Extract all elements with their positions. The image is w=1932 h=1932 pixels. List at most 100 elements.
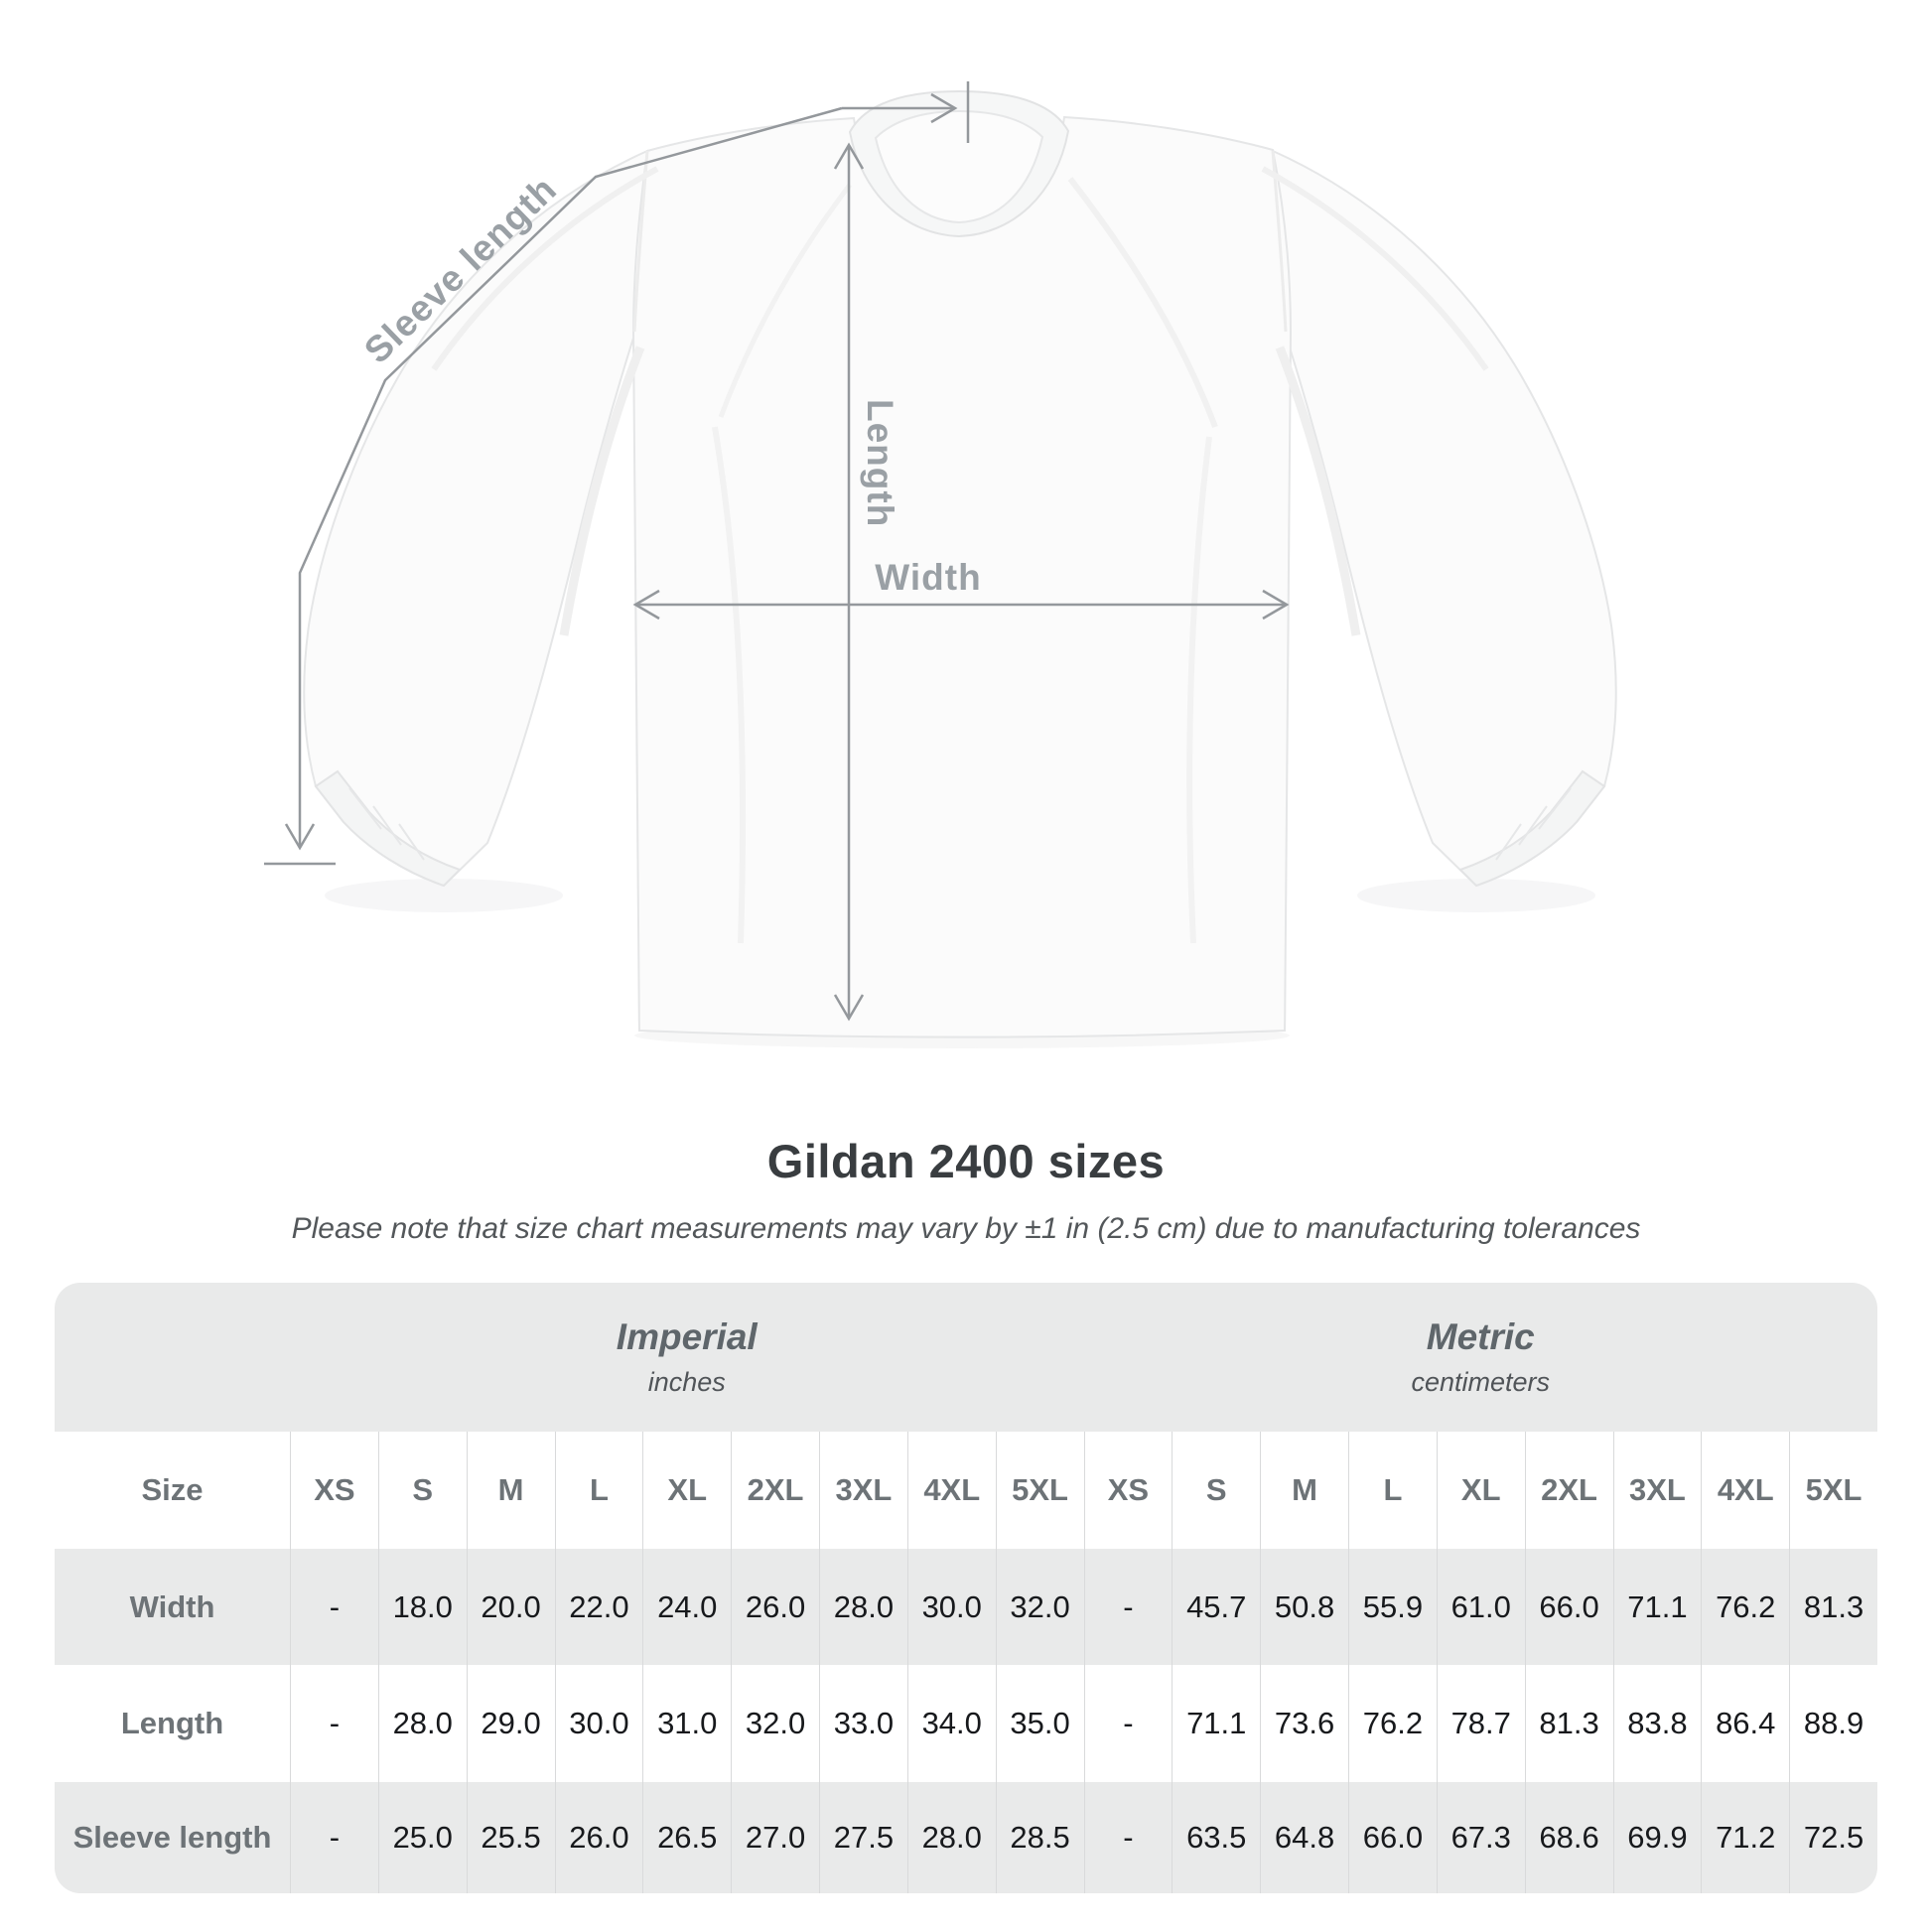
size-header-cell: L (554, 1432, 643, 1549)
row-label: Width (129, 1588, 215, 1624)
unit-metric: Metric centimeters (1084, 1283, 1878, 1432)
size-col-header: Size (141, 1472, 204, 1507)
table-cell: 28.0 (377, 1665, 467, 1782)
row-label: Length (120, 1706, 224, 1740)
table-cell: - (290, 1782, 378, 1893)
right-cuff (1458, 769, 1606, 888)
size-header-cell: XS (1083, 1432, 1173, 1549)
data-row-length: Length - 28.0 29.0 30.0 31.0 32.0 33.0 3… (55, 1665, 1877, 1782)
table-cell: 76.2 (1348, 1665, 1437, 1782)
table-cell: 66.0 (1348, 1782, 1437, 1893)
size-header-cell: XS (290, 1432, 378, 1549)
table-cell: 28.0 (819, 1549, 907, 1665)
size-header-cell: 5XL (995, 1432, 1084, 1549)
size-header-cell: M (466, 1432, 555, 1549)
table-cell: 20.0 (466, 1549, 555, 1665)
left-cuff-ribs (348, 787, 425, 861)
size-header-cell: 3XL (819, 1432, 907, 1549)
table-cell: 81.3 (1524, 1665, 1613, 1782)
table-cell: 76.2 (1701, 1549, 1789, 1665)
size-header-cell: 2XL (1524, 1432, 1613, 1549)
title-block: Gildan 2400 sizes Please note that size … (0, 1134, 1932, 1246)
right-cuff-ribs (1495, 787, 1572, 861)
size-header-cell: M (1260, 1432, 1348, 1549)
shirt-collar-opening (874, 109, 1044, 224)
shirt-right-sleeve (1271, 149, 1617, 888)
sleeve-length-measure-line (264, 81, 970, 866)
table-cell: 72.5 (1789, 1782, 1877, 1893)
table-cell: - (290, 1665, 378, 1782)
table-cell: 33.0 (819, 1665, 907, 1782)
unit-imperial-unit: inches (647, 1367, 726, 1397)
width-measure-line (632, 589, 1290, 621)
table-cell: 28.5 (995, 1782, 1084, 1893)
table-cell: 61.0 (1436, 1549, 1525, 1665)
table-cell: 25.5 (466, 1782, 555, 1893)
table-cell: 18.0 (377, 1549, 467, 1665)
table-cell: 25.0 (377, 1782, 467, 1893)
unit-imperial-name: Imperial (616, 1316, 758, 1357)
table-cell: 28.0 (906, 1782, 996, 1893)
table-cell: 78.7 (1436, 1665, 1525, 1782)
right-cuff-shadow (1357, 879, 1595, 912)
data-row-width: Width - 18.0 20.0 22.0 24.0 26.0 28.0 30… (55, 1549, 1877, 1665)
table-cell: 24.0 (642, 1549, 731, 1665)
table-cell: 67.3 (1436, 1782, 1525, 1893)
size-header-cell: 5XL (1789, 1432, 1877, 1549)
table-cell: 29.0 (466, 1665, 555, 1782)
table-cell: - (290, 1549, 378, 1665)
table-cell: 71.1 (1172, 1665, 1260, 1782)
table-cell: 71.2 (1701, 1782, 1789, 1893)
size-header-cell: S (377, 1432, 467, 1549)
size-header-cell: L (1348, 1432, 1437, 1549)
size-header-cell: 2XL (731, 1432, 819, 1549)
table-cell: 63.5 (1172, 1782, 1260, 1893)
table-cell: 26.0 (554, 1782, 643, 1893)
table-cell: 83.8 (1612, 1665, 1702, 1782)
table-cell: 50.8 (1260, 1549, 1348, 1665)
table-cell: 71.1 (1612, 1549, 1702, 1665)
table-cell: 35.0 (995, 1665, 1084, 1782)
table-cell: 45.7 (1172, 1549, 1260, 1665)
data-row-sleeve-length: Sleeve length - 25.0 25.5 26.0 26.5 27.0… (55, 1782, 1877, 1893)
table-cell: 27.5 (819, 1782, 907, 1893)
table-cell: 88.9 (1789, 1665, 1877, 1782)
left-cuff-shadow (325, 879, 563, 912)
table-cell: 31.0 (642, 1665, 731, 1782)
size-header-row: Size XS S M L XL 2XL 3XL 4XL 5XL XS S M … (55, 1432, 1877, 1549)
unit-band: Imperial inches Metric centimeters (55, 1283, 1877, 1432)
table-cell: 26.5 (642, 1782, 731, 1893)
table-cell: 55.9 (1348, 1549, 1437, 1665)
length-label: Length (860, 399, 900, 527)
table-cell: 30.0 (906, 1549, 996, 1665)
table-cell: 22.0 (554, 1549, 643, 1665)
unit-imperial: Imperial inches (290, 1283, 1084, 1432)
unit-metric-unit: centimeters (1411, 1367, 1551, 1397)
size-header-cell: S (1172, 1432, 1260, 1549)
shirt-diagram: Sleeve length Length Width (264, 81, 1617, 1038)
row-label: Sleeve length (72, 1820, 272, 1855)
unit-metric-name: Metric (1426, 1316, 1535, 1357)
table-cell: 34.0 (906, 1665, 996, 1782)
table-cell: 69.9 (1612, 1782, 1702, 1893)
table-cell: 30.0 (554, 1665, 643, 1782)
size-table: Imperial inches Metric centimeters Size … (55, 1283, 1877, 1893)
size-header-cell: XL (1436, 1432, 1525, 1549)
table-cell: - (1083, 1782, 1173, 1893)
size-header-cell: 3XL (1612, 1432, 1702, 1549)
table-cell: 32.0 (731, 1665, 819, 1782)
table-cell: 64.8 (1260, 1782, 1348, 1893)
table-cell: 27.0 (731, 1782, 819, 1893)
shirt-creases (431, 150, 1489, 944)
table-cell: 73.6 (1260, 1665, 1348, 1782)
table-cell: 86.4 (1701, 1665, 1789, 1782)
page-subtitle: Please note that size chart measurements… (291, 1212, 1641, 1245)
table-cell: 32.0 (995, 1549, 1084, 1665)
size-header-cell: 4XL (1701, 1432, 1789, 1549)
table-cell: - (1083, 1549, 1173, 1665)
table-cell: - (1083, 1665, 1173, 1782)
width-label: Width (875, 557, 981, 598)
length-measure-line (833, 142, 865, 1022)
table-cell: 68.6 (1524, 1782, 1613, 1893)
